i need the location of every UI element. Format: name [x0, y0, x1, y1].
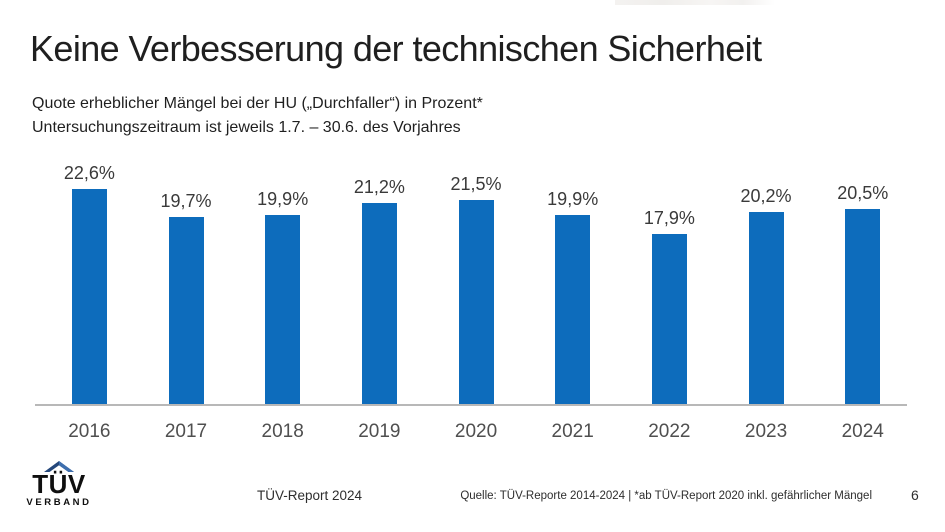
bar-group: 17,9%	[621, 160, 718, 404]
year-label: 2016	[68, 421, 111, 442]
bar-group: 20,2%	[718, 160, 815, 404]
bar-group: 19,9%	[524, 160, 621, 404]
bar-value-label: 21,2%	[353, 177, 405, 197]
bar-chart: 22,6% 19,7% 19,9% 21,2% 21,5% 19,9% 17,9% 20,2%…	[41, 160, 911, 404]
bar	[361, 203, 397, 404]
bar-value-label: 22,6%	[63, 163, 115, 183]
year-label: 2021	[551, 421, 594, 442]
bar-group: 20,5%	[814, 160, 911, 404]
year-label: 2020	[454, 421, 498, 442]
year-label: 2024	[841, 421, 884, 442]
logo-word: TÜV	[32, 469, 86, 499]
bar-value-label: 19,9%	[257, 189, 309, 209]
bar	[168, 217, 204, 404]
subtitle-line-2: Untersuchungszeitraum ist jeweils 1.7. –…	[32, 119, 461, 136]
page-title: Keine Verbesserung der technischen Siche…	[30, 28, 762, 69]
bar-value-label: 21,5%	[450, 174, 502, 194]
year-label: 2018	[261, 421, 304, 442]
x-axis-line	[35, 404, 907, 406]
bar-value-label: 19,7%	[160, 191, 212, 211]
bar	[71, 189, 107, 404]
bar-value-label: 20,5%	[837, 183, 889, 203]
subtitle-line-1: Quote erheblicher Mängel bei der HU („Du…	[32, 95, 483, 112]
cropped-top-artifact	[615, 0, 775, 5]
footer-source-note: Quelle: TÜV-Reporte 2014-2024 | *ab TÜV-…	[460, 490, 872, 502]
bar-group: 19,9%	[234, 160, 331, 404]
bar	[458, 200, 494, 404]
year-label: 2019	[358, 421, 401, 442]
x-axis-labels: 2016 2017 2018 2019 2020 2021 2022 2023 2024	[41, 421, 911, 443]
bar-group: 19,7%	[138, 160, 235, 404]
bar	[845, 209, 881, 404]
logo-subtitle: VERBAND	[26, 497, 92, 508]
bar-group: 22,6%	[41, 160, 138, 404]
bar-group: 21,2%	[331, 160, 428, 404]
bars-row: 22,6% 19,7% 19,9% 21,2% 21,5% 19,9% 17,9% 20,2%…	[41, 160, 911, 404]
bar	[555, 215, 591, 404]
chart-subtitle: Quote erheblicher Mängel bei der HU („Du…	[32, 92, 483, 140]
bar-value-label: 19,9%	[547, 189, 599, 209]
bar-value-label: 20,2%	[740, 186, 792, 206]
bar	[748, 212, 784, 404]
year-label: 2017	[164, 421, 208, 442]
bar-group: 21,5%	[428, 160, 525, 404]
page-number: 6	[911, 487, 919, 503]
bar	[651, 234, 687, 404]
bar	[265, 215, 301, 404]
year-label: 2022	[648, 421, 691, 442]
footer-report-label: TÜV-Report 2024	[257, 488, 363, 503]
year-label: 2023	[744, 421, 788, 442]
bar-value-label: 17,9%	[643, 208, 695, 228]
roof-gable-icon	[44, 461, 74, 472]
tuv-verband-logo: TÜV VERBAND	[26, 461, 92, 508]
